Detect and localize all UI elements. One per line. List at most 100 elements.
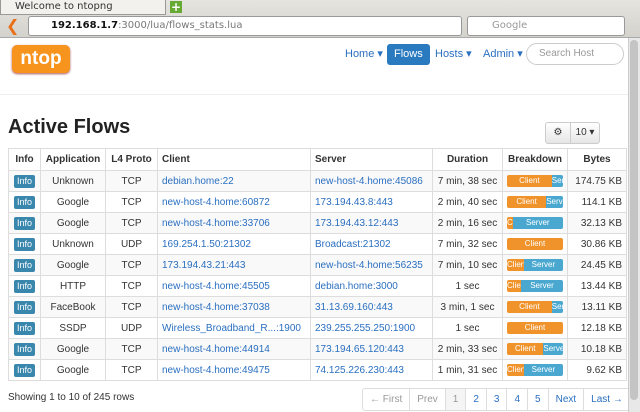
duration: 3 min, 1 sec bbox=[432, 296, 503, 318]
client-share: Client bbox=[507, 301, 552, 313]
nav-label: Admin bbox=[483, 48, 515, 60]
info-cell: Info bbox=[8, 275, 41, 297]
duration: 2 min, 33 sec bbox=[432, 338, 503, 360]
server[interactable]: 31.13.69.160:443 bbox=[310, 296, 433, 318]
page-size-button[interactable]: 10 ▾ bbox=[570, 122, 600, 144]
new-tab-button[interactable]: + bbox=[170, 0, 182, 14]
browser-search[interactable]: Google bbox=[467, 16, 625, 36]
info-cell: Info bbox=[8, 212, 41, 234]
bytes: 30.86 KB bbox=[567, 233, 627, 255]
page-title: Active Flows bbox=[8, 116, 131, 138]
bytes: 114.1 KB bbox=[567, 191, 627, 213]
l4-proto: UDP bbox=[105, 317, 158, 339]
info-button[interactable]: Info bbox=[13, 279, 35, 293]
info-button[interactable]: Info bbox=[13, 300, 35, 314]
info-button[interactable]: Info bbox=[13, 237, 35, 251]
host-search[interactable]: Search Host bbox=[526, 43, 624, 65]
bytes: 174.75 KB bbox=[567, 170, 627, 192]
server[interactable]: new-host-4.home:45086 bbox=[310, 170, 433, 192]
server-share: Server bbox=[543, 343, 563, 355]
client[interactable]: new-host-4.home:49475 bbox=[157, 359, 311, 381]
page-button[interactable]: 5 bbox=[527, 389, 548, 410]
page-button[interactable]: 4 bbox=[506, 389, 527, 410]
application: Unknown bbox=[40, 170, 106, 192]
info-button[interactable]: Info bbox=[13, 174, 35, 188]
header-row: Info Application L4 Proto Client Server Durat… bbox=[8, 148, 627, 171]
client[interactable]: 169.254.1.50:21302 bbox=[157, 233, 311, 255]
server[interactable]: Broadcast:21302 bbox=[310, 233, 433, 255]
server[interactable]: 74.125.226.230:443 bbox=[310, 359, 433, 381]
application: Google bbox=[40, 254, 106, 276]
duration: 2 min, 16 sec bbox=[432, 212, 503, 234]
nav-label: Home bbox=[345, 48, 375, 60]
client[interactable]: 173.194.43.21:443 bbox=[157, 254, 311, 276]
nav-home[interactable]: Home ▾ bbox=[345, 48, 383, 60]
page-button[interactable]: 2 bbox=[465, 389, 486, 410]
nav-admin[interactable]: Admin ▾ bbox=[483, 48, 523, 60]
bytes: 9.62 KB bbox=[567, 359, 627, 381]
l4-proto: TCP bbox=[105, 170, 158, 192]
info-button[interactable]: Info bbox=[13, 321, 35, 335]
page-button[interactable]: 1 bbox=[444, 389, 466, 410]
server[interactable]: new-host-4.home:56235 bbox=[310, 254, 433, 276]
pagination: ← First Prev 1 2 3 4 5 Next Last → bbox=[362, 388, 631, 411]
server[interactable]: debian.home:3000 bbox=[310, 275, 433, 297]
client[interactable]: new-host-4.home:44914 bbox=[157, 338, 311, 360]
info-cell: Info bbox=[8, 170, 41, 192]
duration: 7 min, 38 sec bbox=[432, 170, 503, 192]
page-button[interactable]: Next bbox=[547, 389, 584, 410]
logo[interactable]: ntop bbox=[12, 45, 70, 73]
duration: 7 min, 10 sec bbox=[432, 254, 503, 276]
info-button[interactable]: Info bbox=[13, 363, 35, 377]
settings-button[interactable]: ⚙ bbox=[545, 122, 571, 144]
client[interactable]: debian.home:22 bbox=[157, 170, 311, 192]
info-button[interactable]: Info bbox=[13, 258, 35, 272]
info-cell: Info bbox=[8, 338, 41, 360]
flow-row: Info Unknown UDP 169.254.1.50:21302 Broadcas… bbox=[8, 233, 627, 255]
address-bar[interactable]: 192.168.1.7:3000/lua/flows_stats.lua bbox=[28, 16, 462, 36]
nav-flows[interactable]: Flows bbox=[387, 44, 430, 65]
column-header: Application bbox=[40, 148, 106, 171]
l4-proto: TCP bbox=[105, 359, 158, 381]
page-button[interactable]: ← First bbox=[370, 394, 403, 405]
page-button[interactable]: Prev bbox=[409, 389, 445, 410]
bytes: 32.13 KB bbox=[567, 212, 627, 234]
server[interactable]: 173.194.43.8:443 bbox=[310, 191, 433, 213]
bytes: 13.44 KB bbox=[567, 275, 627, 297]
client[interactable]: new-host-4.home:37038 bbox=[157, 296, 311, 318]
page-button[interactable]: 3 bbox=[485, 389, 507, 410]
column-header: Client bbox=[157, 148, 311, 171]
client-share: Client bbox=[507, 280, 521, 292]
server[interactable]: 239.255.255.250:1900 bbox=[310, 317, 433, 339]
back-button[interactable]: ❮ bbox=[6, 16, 20, 35]
server[interactable]: 173.194.65.120:443 bbox=[310, 338, 433, 360]
info-cell: Info bbox=[8, 254, 41, 276]
column-header: Breakdown bbox=[502, 148, 568, 171]
page-button[interactable]: Last → bbox=[583, 389, 630, 410]
info-button[interactable]: Info bbox=[13, 216, 35, 230]
table-body: Info Unknown TCP debian.home:22 new-host-4.h… bbox=[8, 170, 627, 381]
client[interactable]: new-host-4.home:60872 bbox=[157, 191, 311, 213]
client[interactable]: new-host-4.home:33706 bbox=[157, 212, 311, 234]
application: Google bbox=[40, 338, 106, 360]
client[interactable]: new-host-4.home:45505 bbox=[157, 275, 311, 297]
nav-hosts[interactable]: Hosts ▾ bbox=[435, 48, 472, 60]
application: Google bbox=[40, 359, 106, 381]
server[interactable]: 173.194.43.12:443 bbox=[310, 212, 433, 234]
scrollbar-thumb[interactable] bbox=[630, 40, 638, 400]
column-header: Bytes bbox=[567, 148, 627, 171]
info-button[interactable]: Info bbox=[13, 342, 35, 356]
client[interactable]: Wireless_Broadband_R...:1900 bbox=[157, 317, 311, 339]
browser-tab[interactable]: Welcome to ntopng bbox=[0, 0, 166, 15]
info-button[interactable]: Info bbox=[13, 195, 35, 209]
